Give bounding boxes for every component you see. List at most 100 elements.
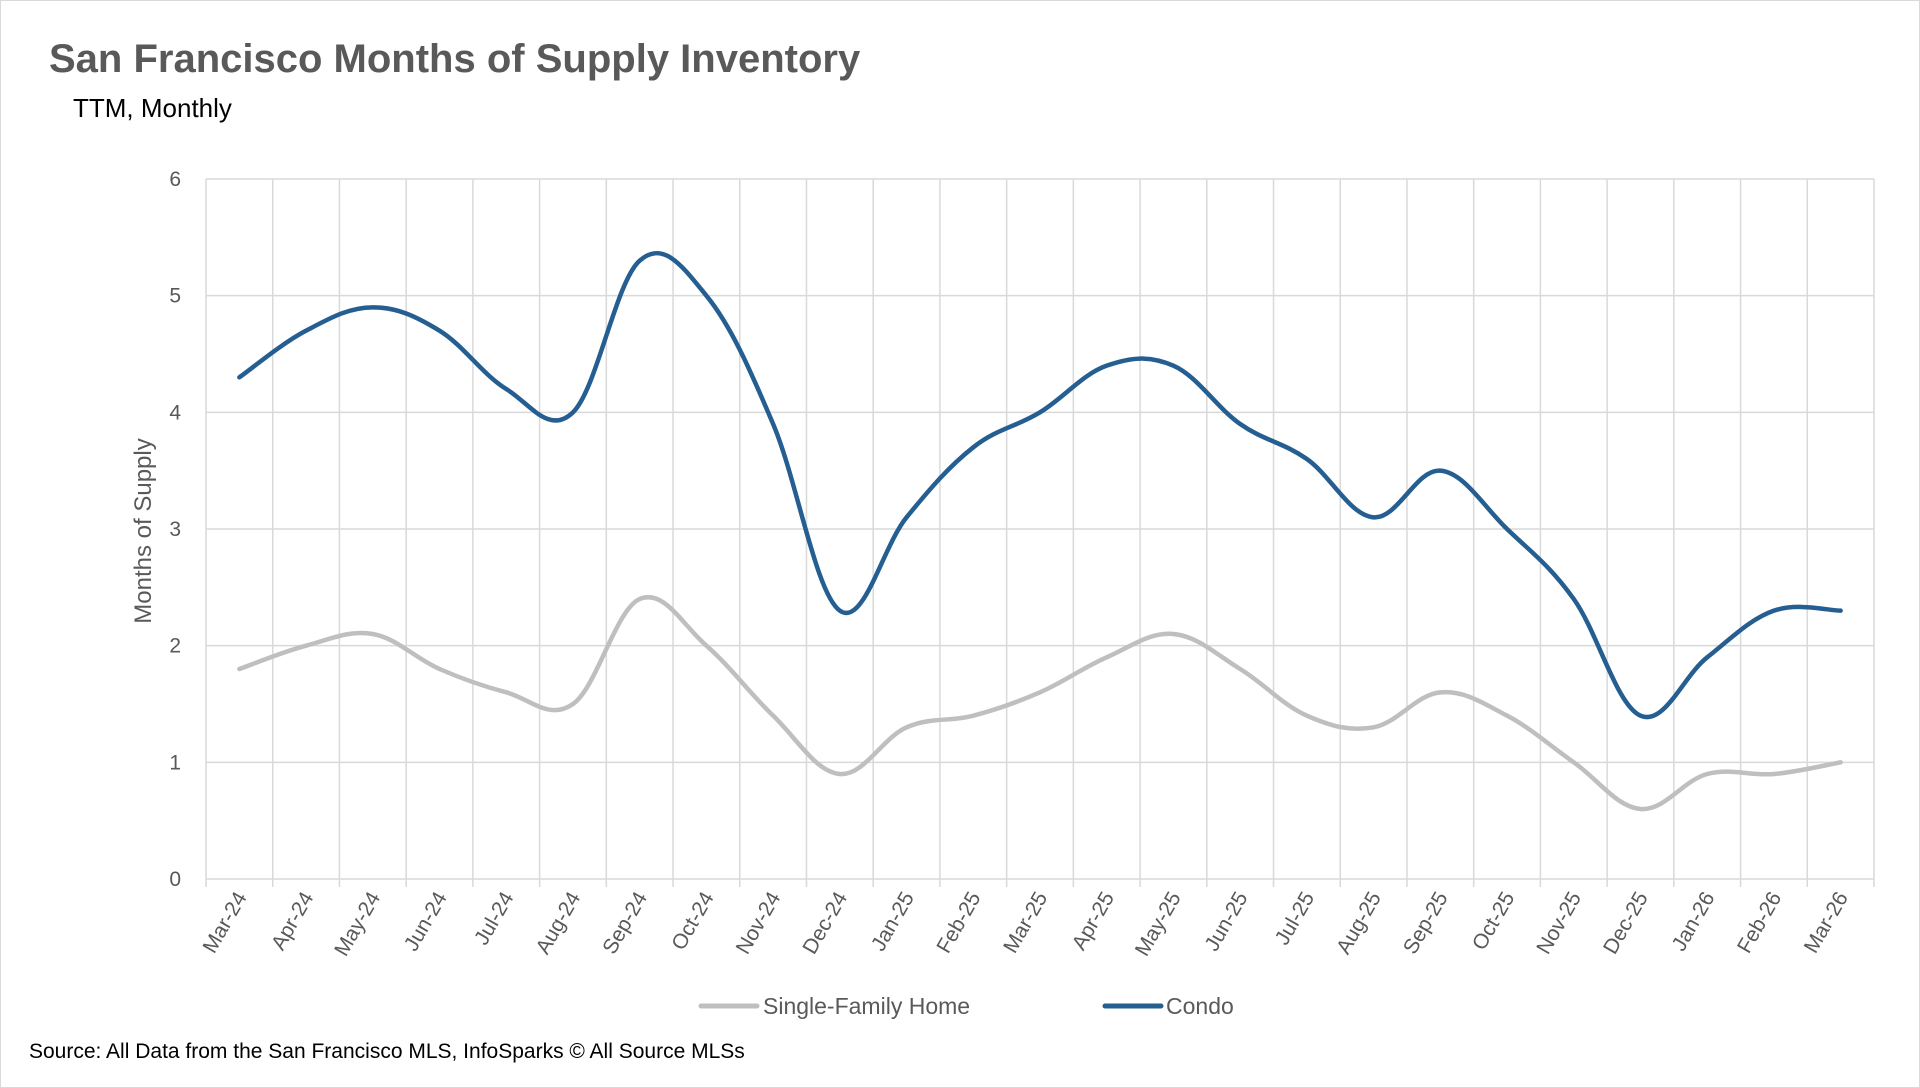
y-tick-label: 2	[169, 635, 181, 658]
x-tick-label: Mar-24	[199, 888, 252, 957]
chart-subtitle: TTM, Monthly	[73, 93, 232, 123]
x-tick-label: May-24	[330, 888, 385, 960]
x-tick-label: Nov-25	[1532, 888, 1586, 958]
x-tick-label: Jun-25	[1200, 888, 1252, 955]
x-tick-label: Oct-24	[667, 888, 719, 954]
data-point	[504, 387, 508, 391]
x-tick-label: Mar-26	[1800, 888, 1853, 957]
data-point	[304, 643, 308, 647]
data-point	[1438, 690, 1442, 694]
data-point	[1838, 760, 1842, 764]
series-single-family-home	[237, 594, 1843, 812]
data-point	[1638, 713, 1642, 717]
series-condo	[237, 250, 1843, 720]
y-tick-label: 0	[169, 868, 181, 891]
data-point	[971, 713, 975, 717]
data-point	[971, 445, 975, 449]
data-point	[1572, 597, 1576, 601]
data-point	[1105, 363, 1109, 367]
x-tick-label: Dec-24	[798, 888, 852, 958]
y-tick-label: 1	[169, 751, 181, 774]
x-tick-label: Nov-24	[732, 888, 786, 958]
source-note: Source: All Data from the San Francisco …	[29, 1040, 745, 1063]
x-tick-label: Oct-25	[1468, 888, 1519, 954]
x-axis-tick-labels: Mar-24 Apr-24 May-24 Jun-24 Jul-24 Aug-24 Sep-…	[199, 888, 1853, 960]
x-tick-label: Sep-24	[598, 888, 652, 958]
data-point	[1238, 667, 1242, 671]
x-tick-label: Feb-26	[1733, 888, 1786, 957]
x-tick-label: Jul-25	[1271, 888, 1320, 949]
data-point	[1438, 468, 1442, 472]
data-point	[1038, 410, 1042, 414]
data-point	[1772, 608, 1776, 612]
x-tick-label: Jul-24	[470, 888, 519, 949]
data-point	[571, 702, 575, 706]
data-point	[904, 725, 908, 729]
y-tick-label: 4	[169, 401, 181, 424]
data-point	[704, 293, 708, 297]
data-point	[771, 713, 775, 717]
data-point	[437, 667, 441, 671]
data-point	[637, 258, 641, 262]
data-point	[1038, 690, 1042, 694]
series-line-single-family-home	[237, 594, 1843, 812]
data-point	[1371, 725, 1375, 729]
chart-title: San Francisco Months of Supply Inventory	[49, 37, 861, 81]
data-point	[1305, 457, 1309, 461]
data-point	[437, 328, 441, 332]
data-point	[1305, 713, 1309, 717]
data-point	[704, 643, 708, 647]
x-tick-label: Apr-24	[267, 888, 319, 954]
x-tick-label: Apr-25	[1068, 888, 1119, 954]
x-tick-label: Aug-25	[1332, 888, 1386, 958]
x-tick-label: Jan-25	[867, 888, 919, 955]
data-point	[371, 632, 375, 636]
data-point	[1105, 655, 1109, 659]
data-point	[1171, 632, 1175, 636]
data-point	[1705, 772, 1709, 776]
x-tick-label: Jan-26	[1668, 888, 1720, 955]
legend-label: Single-Family Home	[763, 993, 970, 1019]
data-point	[1371, 515, 1375, 519]
data-point	[371, 305, 375, 309]
x-tick-label: Mar-25	[999, 888, 1052, 957]
data-point	[838, 608, 842, 612]
data-point	[1171, 363, 1175, 367]
data-point	[1505, 527, 1509, 531]
legend-item-condo: Condo	[1102, 993, 1234, 1019]
data-point	[1638, 807, 1642, 811]
x-tick-label: Dec-25	[1599, 888, 1653, 958]
legend-label: Condo	[1166, 993, 1234, 1019]
data-point	[1772, 772, 1776, 776]
x-tick-label: Feb-25	[932, 888, 985, 957]
x-tick-label: Aug-24	[532, 888, 586, 958]
data-point	[637, 597, 641, 601]
data-point	[771, 422, 775, 426]
series-line-condo	[237, 250, 1843, 720]
chart-gridlines	[205, 178, 1875, 887]
data-point	[237, 375, 241, 379]
y-axis-label: Months of Supply	[130, 438, 157, 623]
chart-legend: Single-Family Home Condo	[698, 993, 1234, 1019]
data-point	[504, 690, 508, 694]
legend-item-single-family-home: Single-Family Home	[698, 993, 970, 1019]
y-tick-label: 3	[169, 518, 181, 541]
data-point	[571, 410, 575, 414]
data-point	[237, 667, 241, 671]
data-point	[838, 772, 842, 776]
data-point	[904, 515, 908, 519]
data-point	[1572, 760, 1576, 764]
data-point	[1838, 608, 1842, 612]
y-tick-label: 5	[169, 285, 181, 308]
x-tick-label: May-25	[1131, 888, 1186, 960]
chart-series	[237, 250, 1843, 812]
y-axis-tick-labels: 0 1 2 3 4 5 6	[169, 168, 181, 891]
x-tick-label: Sep-25	[1399, 888, 1453, 958]
data-point	[1505, 713, 1509, 717]
data-point	[1705, 655, 1709, 659]
y-tick-label: 6	[169, 168, 181, 191]
data-point	[1238, 422, 1242, 426]
x-tick-label: Jun-24	[400, 888, 452, 955]
